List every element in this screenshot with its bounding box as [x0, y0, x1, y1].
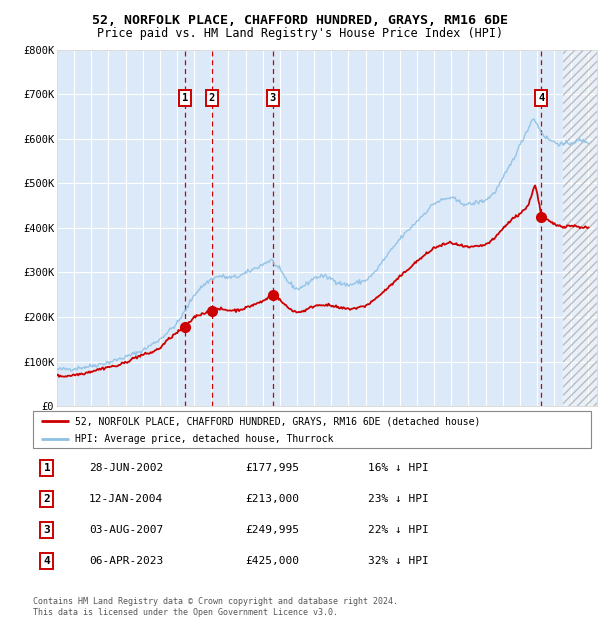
Text: 03-AUG-2007: 03-AUG-2007	[89, 525, 163, 535]
Text: 06-APR-2023: 06-APR-2023	[89, 556, 163, 566]
Text: £249,995: £249,995	[245, 525, 299, 535]
Text: 3: 3	[269, 93, 276, 103]
Text: 12-JAN-2004: 12-JAN-2004	[89, 494, 163, 504]
Text: 3: 3	[44, 525, 50, 535]
Text: HPI: Average price, detached house, Thurrock: HPI: Average price, detached house, Thur…	[75, 434, 334, 444]
Text: 52, NORFOLK PLACE, CHAFFORD HUNDRED, GRAYS, RM16 6DE: 52, NORFOLK PLACE, CHAFFORD HUNDRED, GRA…	[92, 14, 508, 27]
Text: £425,000: £425,000	[245, 556, 299, 566]
Text: 52, NORFOLK PLACE, CHAFFORD HUNDRED, GRAYS, RM16 6DE (detached house): 52, NORFOLK PLACE, CHAFFORD HUNDRED, GRA…	[75, 417, 480, 427]
Text: 1: 1	[44, 463, 50, 473]
Bar	[563, 50, 597, 406]
Text: 2: 2	[44, 494, 50, 504]
Bar	[563, 50, 597, 406]
Text: 28-JUN-2002: 28-JUN-2002	[89, 463, 163, 473]
Text: 23% ↓ HPI: 23% ↓ HPI	[368, 494, 428, 504]
Text: 32% ↓ HPI: 32% ↓ HPI	[368, 556, 428, 566]
FancyBboxPatch shape	[33, 411, 591, 448]
Text: 1: 1	[182, 93, 188, 103]
Text: £213,000: £213,000	[245, 494, 299, 504]
Text: 4: 4	[44, 556, 50, 566]
Text: 4: 4	[538, 93, 545, 103]
Text: £177,995: £177,995	[245, 463, 299, 473]
Text: Contains HM Land Registry data © Crown copyright and database right 2024.
This d: Contains HM Land Registry data © Crown c…	[33, 598, 398, 617]
Text: Price paid vs. HM Land Registry's House Price Index (HPI): Price paid vs. HM Land Registry's House …	[97, 27, 503, 40]
Text: 2: 2	[209, 93, 215, 103]
Text: 22% ↓ HPI: 22% ↓ HPI	[368, 525, 428, 535]
Text: 16% ↓ HPI: 16% ↓ HPI	[368, 463, 428, 473]
